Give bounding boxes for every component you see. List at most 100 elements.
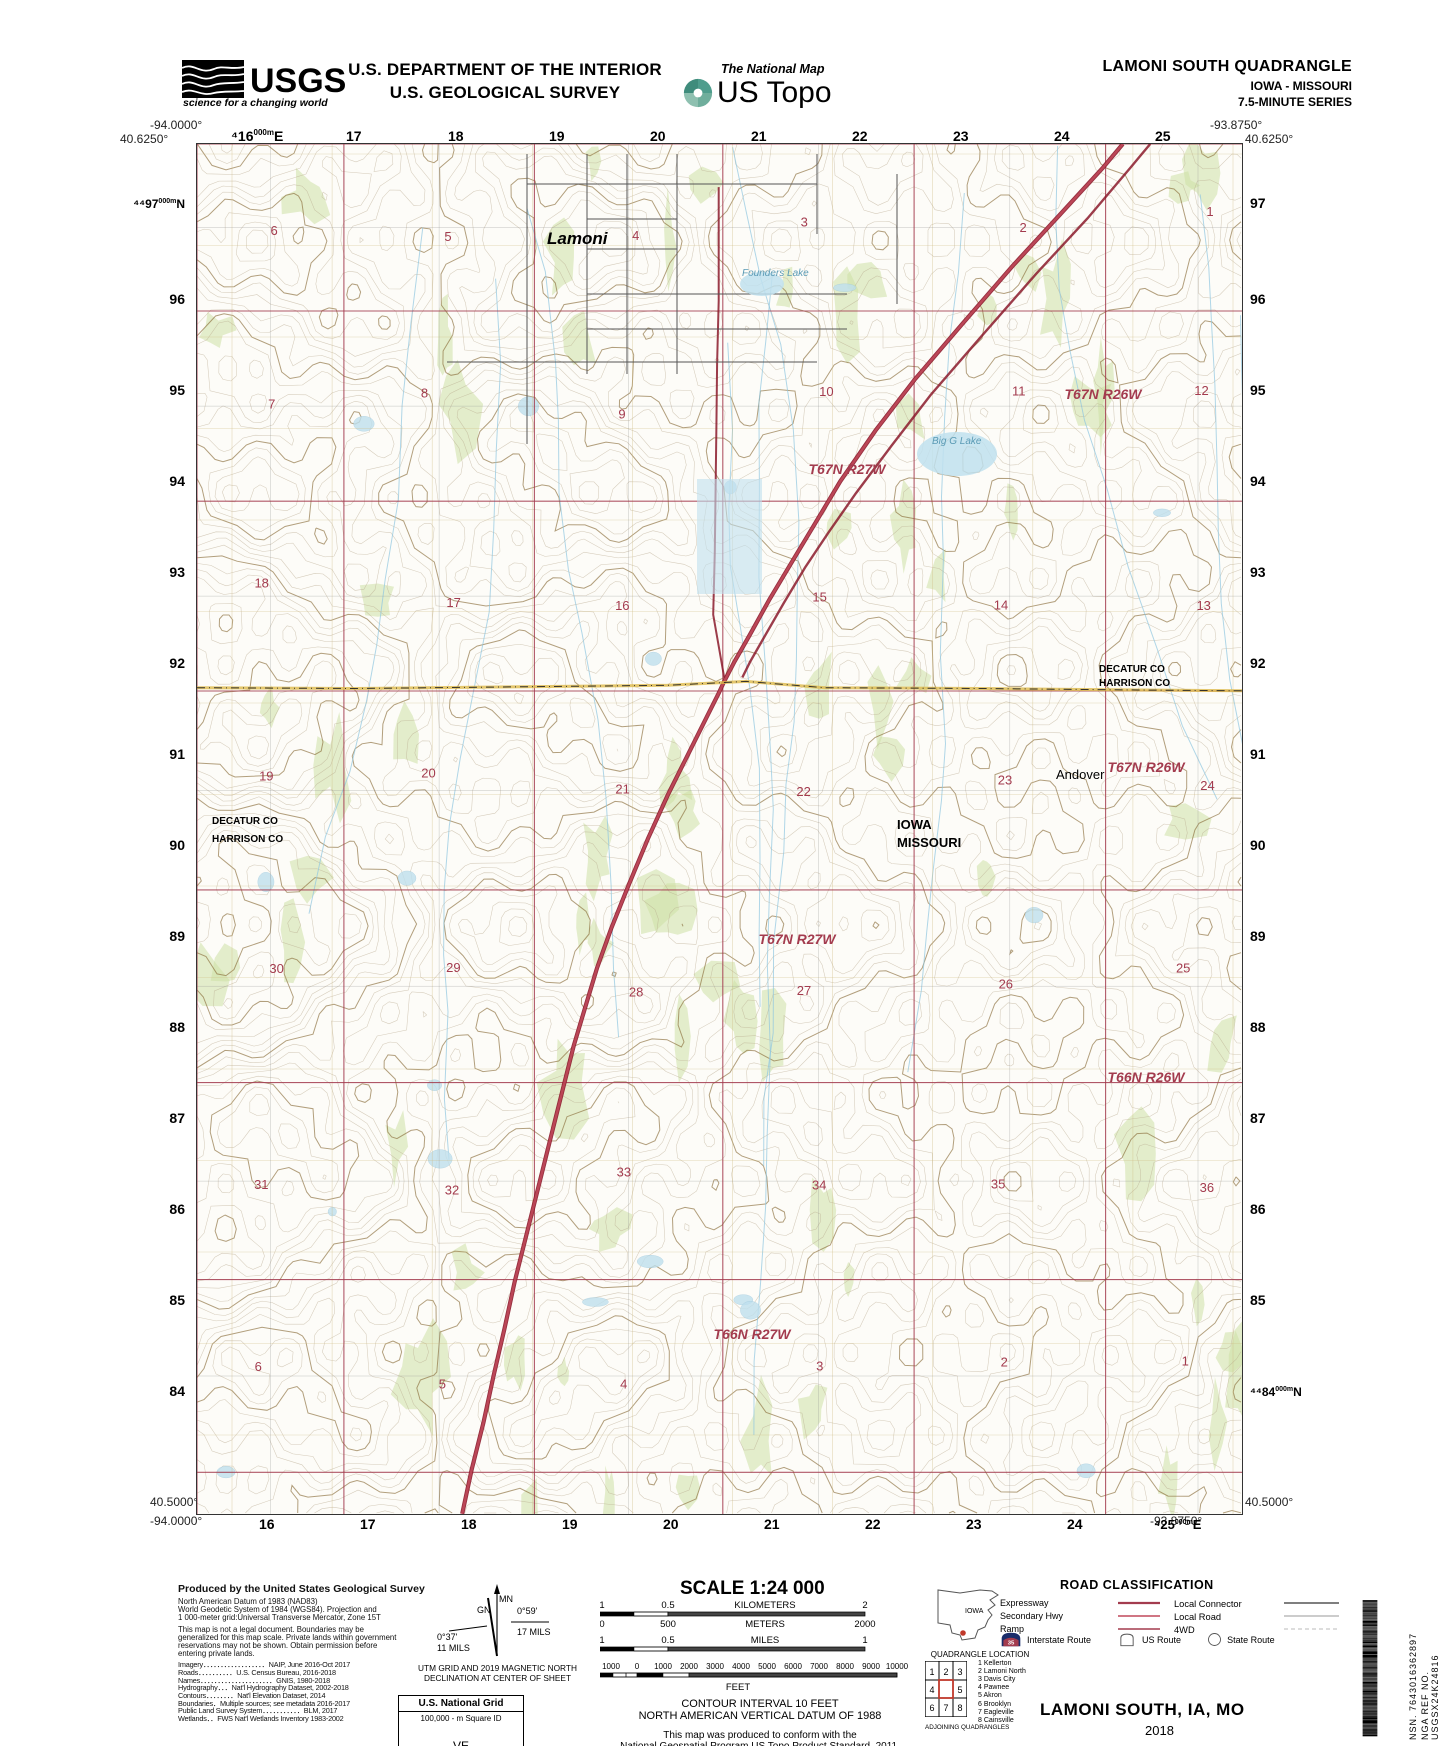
svg-text:23: 23 [953, 128, 969, 144]
svg-text:0°37': 0°37' [437, 1632, 458, 1642]
svg-text:1: 1 [600, 1635, 605, 1646]
svg-text:4: 4 [620, 1377, 627, 1392]
svg-text:6: 6 [255, 1359, 262, 1374]
svg-text:28: 28 [629, 985, 643, 1000]
svg-text:7: 7 [268, 396, 275, 411]
svg-text:96: 96 [1250, 291, 1266, 307]
svg-text:34: 34 [812, 1177, 826, 1192]
svg-text:MILES: MILES [751, 1635, 780, 1646]
svg-text:T67N R26W: T67N R26W [1064, 386, 1143, 402]
svg-text:10: 10 [819, 384, 833, 399]
svg-text:14: 14 [994, 597, 1008, 612]
svg-text:10000: 10000 [886, 1662, 909, 1671]
svg-text:1000: 1000 [654, 1662, 672, 1671]
svg-text:KILOMETERS: KILOMETERS [734, 1600, 795, 1611]
svg-text:97: 97 [1250, 195, 1266, 211]
svg-text:2000: 2000 [854, 1619, 875, 1630]
svg-text:5: 5 [439, 1377, 446, 1392]
svg-text:17: 17 [346, 128, 362, 144]
svg-text:93: 93 [169, 564, 185, 580]
svg-text:IOWA: IOWA [897, 817, 932, 832]
svg-text:500: 500 [660, 1619, 676, 1630]
svg-text:IOWA: IOWA [965, 1608, 984, 1615]
svg-text:2: 2 [862, 1600, 867, 1611]
svg-text:85: 85 [1250, 1292, 1266, 1308]
svg-text:T67N R27W: T67N R27W [808, 461, 887, 477]
svg-text:9: 9 [618, 407, 625, 422]
svg-text:MN: MN [499, 1594, 513, 1604]
svg-text:19: 19 [562, 1516, 578, 1532]
svg-text:95: 95 [169, 382, 185, 398]
svg-text:Lamoni: Lamoni [547, 229, 609, 248]
svg-text:95: 95 [1250, 382, 1266, 398]
svg-text:5: 5 [957, 1685, 962, 1695]
svg-text:8: 8 [421, 386, 428, 401]
svg-text:92: 92 [169, 655, 185, 671]
svg-text:1: 1 [600, 1600, 605, 1611]
svg-text:8000: 8000 [836, 1662, 854, 1671]
svg-text:18: 18 [448, 128, 464, 144]
svg-text:26: 26 [999, 977, 1013, 992]
svg-text:21: 21 [615, 782, 629, 797]
svg-text:4: 4 [632, 228, 639, 243]
svg-text:18: 18 [461, 1516, 477, 1532]
svg-text:⁴16000mE: ⁴16000mE [231, 128, 283, 144]
svg-text:2: 2 [943, 1667, 948, 1677]
svg-text:25: 25 [1155, 128, 1171, 144]
svg-text:24: 24 [1200, 778, 1214, 793]
svg-text:T66N R27W: T66N R27W [713, 1326, 792, 1342]
svg-text:8: 8 [957, 1703, 962, 1713]
svg-text:7: 7 [943, 1703, 948, 1713]
svg-text:11 MILS: 11 MILS [437, 1643, 470, 1653]
svg-text:22: 22 [796, 784, 810, 799]
svg-text:9000: 9000 [862, 1662, 880, 1671]
svg-text:17: 17 [360, 1516, 376, 1532]
svg-text:21: 21 [751, 128, 767, 144]
svg-text:93: 93 [1250, 564, 1266, 580]
svg-text:3: 3 [801, 215, 808, 230]
svg-text:87: 87 [1250, 1110, 1266, 1126]
svg-text:DECATUR CO: DECATUR CO [212, 816, 278, 827]
svg-text:1: 1 [1182, 1353, 1189, 1368]
svg-text:94: 94 [169, 473, 185, 489]
svg-text:88: 88 [169, 1019, 185, 1035]
svg-text:METERS: METERS [745, 1619, 785, 1630]
svg-text:0: 0 [635, 1662, 640, 1671]
svg-text:0.5: 0.5 [661, 1635, 674, 1646]
svg-text:4: 4 [929, 1685, 934, 1695]
svg-text:90: 90 [169, 837, 185, 853]
svg-text:7000: 7000 [810, 1662, 828, 1671]
svg-text:1000: 1000 [602, 1662, 620, 1671]
svg-text:0: 0 [600, 1619, 605, 1630]
svg-text:T67N R27W: T67N R27W [758, 931, 837, 947]
svg-text:1: 1 [929, 1667, 934, 1677]
svg-text:19: 19 [259, 768, 273, 783]
svg-text:15: 15 [812, 589, 826, 604]
svg-text:T66N R26W: T66N R26W [1107, 1069, 1186, 1085]
svg-text:Founders Lake: Founders Lake [742, 268, 809, 279]
svg-text:85: 85 [169, 1292, 185, 1308]
svg-text:⁴25000mE: ⁴25000mE [1154, 1517, 1202, 1532]
svg-text:HARRISON CO: HARRISON CO [212, 834, 283, 845]
svg-text:17 MILS: 17 MILS [517, 1627, 551, 1637]
svg-text:86: 86 [169, 1201, 185, 1217]
svg-text:36: 36 [1200, 1180, 1214, 1195]
svg-text:Big G Lake: Big G Lake [932, 436, 982, 447]
svg-text:0.5: 0.5 [661, 1600, 674, 1611]
svg-text:1: 1 [1206, 204, 1213, 219]
svg-text:24: 24 [1067, 1516, 1083, 1532]
svg-text:DECATUR CO: DECATUR CO [1099, 664, 1165, 675]
svg-text:94: 94 [1250, 473, 1266, 489]
svg-text:92: 92 [1250, 655, 1266, 671]
svg-text:3000: 3000 [706, 1662, 724, 1671]
svg-text:20: 20 [421, 765, 435, 780]
svg-text:90: 90 [1250, 837, 1266, 853]
svg-text:HARRISON CO: HARRISON CO [1099, 678, 1170, 689]
svg-text:1: 1 [862, 1635, 867, 1646]
svg-text:17: 17 [446, 595, 460, 610]
svg-text:5: 5 [444, 229, 451, 244]
svg-text:35: 35 [991, 1177, 1005, 1192]
svg-text:2000: 2000 [680, 1662, 698, 1671]
svg-text:89: 89 [1250, 928, 1266, 944]
svg-text:⁴⁴84000mN: ⁴⁴84000mN [1250, 1385, 1302, 1399]
